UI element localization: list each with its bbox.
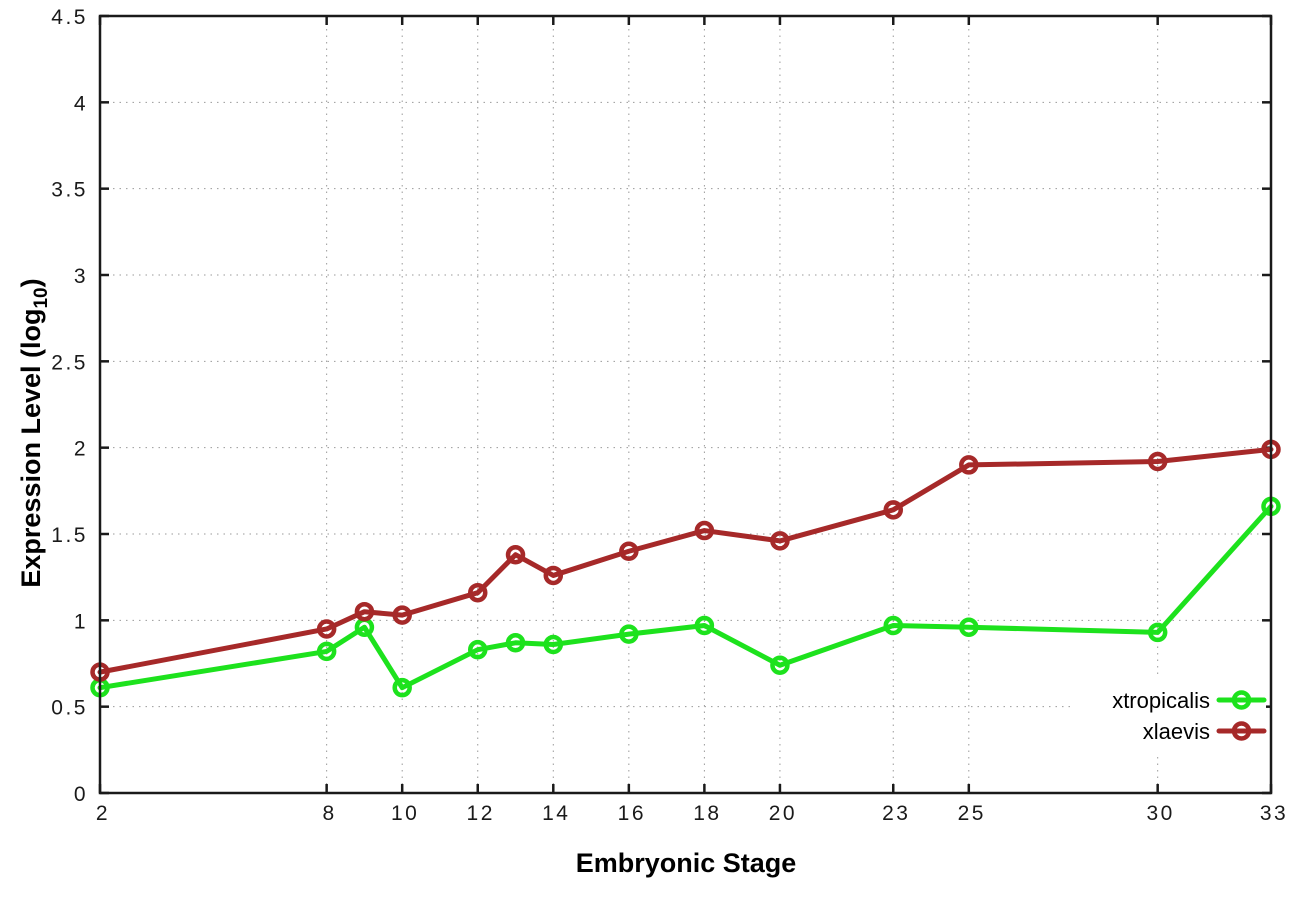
data-point-xlaevis	[354, 601, 375, 622]
legend-sample-marker-xlaevis	[1231, 721, 1252, 741]
legend-sample-marker-xtropicalis	[1231, 690, 1252, 710]
x-tick-label: 33	[1260, 802, 1288, 825]
x-tick-label: 2	[96, 802, 110, 825]
y-axis-title: Expression Level (log10)	[16, 278, 52, 587]
data-point-xlaevis	[392, 605, 412, 625]
data-point-xlaevis	[694, 520, 715, 541]
data-point-xtropicalis	[770, 655, 790, 675]
data-point-xtropicalis	[392, 677, 412, 698]
series-markers-xlaevis	[90, 439, 1281, 682]
data-point-xlaevis	[883, 500, 904, 520]
x-axis-title: Embryonic Stage	[576, 848, 797, 878]
legend-label-xlaevis: xlaevis	[1143, 719, 1210, 744]
y-tick-label: 4	[74, 92, 88, 115]
data-point-xtropicalis	[467, 639, 488, 660]
series-line-xtropicalis	[97, 503, 1274, 691]
y-axis-title-main: Expression Level (log	[16, 309, 46, 588]
series-markers-xtropicalis	[90, 496, 1281, 698]
x-tick-label: 23	[882, 802, 910, 825]
y-tick-label: 2	[74, 438, 88, 461]
y-tick-label: 1.5	[51, 524, 88, 547]
x-tick-label: 8	[323, 802, 337, 825]
data-point-xlaevis	[619, 541, 639, 562]
y-tick-label: 0.5	[51, 697, 88, 720]
plot-area: 2 8 10 12 14 16 18 20 23 25 30 33 0 0.5 1 1.5 2 2.5 3 3.5 4 4…	[51, 6, 1288, 825]
y-tick-label: 3	[74, 265, 88, 288]
data-point-xlaevis	[467, 582, 488, 603]
legend: xtropicalis xlaevis	[1072, 678, 1267, 752]
data-point-xlaevis	[770, 531, 790, 551]
x-tick-label: 18	[693, 802, 721, 825]
series-line-xlaevis	[97, 446, 1274, 675]
data-point-xtropicalis	[959, 617, 979, 637]
data-point-xtropicalis	[1147, 622, 1168, 643]
y-tick-label: 3.5	[51, 179, 88, 202]
data-point-xtropicalis	[619, 624, 639, 644]
data-point-xlaevis	[505, 544, 526, 565]
data-point-xlaevis	[1147, 451, 1168, 472]
x-tick-label: 10	[391, 802, 419, 825]
plot-border	[98, 14, 1273, 795]
x-tick-label: 14	[542, 802, 570, 825]
x-tick-label: 20	[769, 802, 797, 825]
data-point-xtropicalis	[694, 615, 715, 636]
legend-label-xtropicalis: xtropicalis	[1112, 688, 1210, 713]
y-tick-label: 4.5	[51, 6, 88, 29]
data-point-xlaevis	[959, 455, 979, 475]
axis-ticks	[98, 14, 1273, 795]
gridlines	[100, 16, 1271, 793]
data-point-xlaevis	[316, 619, 337, 639]
x-tick-label: 12	[467, 802, 495, 825]
y-tick-label: 2.5	[51, 351, 88, 374]
y-tick-label: 0	[74, 783, 88, 806]
x-tick-label: 16	[618, 802, 646, 825]
tick-labels: 2 8 10 12 14 16 18 20 23 25 30 33 0 0.5 1 1.5 2 2.5 3 3.5 4 4…	[51, 6, 1288, 825]
data-point-xtropicalis	[316, 641, 337, 662]
legend-box	[1072, 678, 1266, 752]
x-tick-label: 25	[958, 802, 986, 825]
x-tick-label: 30	[1146, 802, 1174, 825]
data-point-xlaevis	[543, 565, 564, 586]
y-axis-title-subscript: 10	[31, 287, 52, 308]
data-point-xtropicalis	[543, 634, 564, 655]
y-axis-title-close: )	[16, 278, 46, 287]
data-point-xtropicalis	[505, 633, 526, 653]
y-tick-label: 1	[74, 610, 88, 633]
data-point-xtropicalis	[883, 615, 904, 636]
